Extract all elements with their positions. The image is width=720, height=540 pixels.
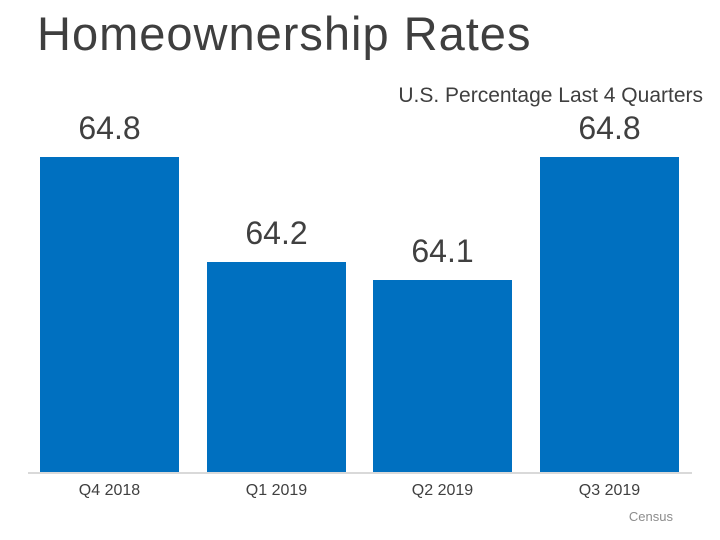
bar-q2-2019 [373, 280, 512, 473]
bar-q4-2018 [40, 157, 179, 473]
bar-value-label-q1-2019: 64.2 [245, 215, 308, 251]
bar-q1-2019 [207, 262, 346, 473]
bar-value-label-q2-2019: 64.1 [411, 233, 474, 269]
chart-plot-area: 64.8 64.2 64.1 64.8 [40, 0, 680, 473]
bar-value-label-q3-2019: 64.8 [578, 110, 641, 146]
bar-q3-2019 [540, 157, 679, 473]
x-axis-label-q3-2019: Q3 2019 [578, 482, 641, 499]
x-axis-line [28, 472, 692, 474]
x-axis-label-q4-2018: Q4 2018 [78, 482, 141, 499]
source-label: Census [628, 509, 673, 524]
bar-value-label-q4-2018: 64.8 [78, 110, 141, 146]
x-axis-label-q1-2019: Q1 2019 [245, 482, 308, 499]
chart-subtitle: U.S. Percentage Last 4 Quarters [398, 84, 703, 107]
chart-title: Homeownership Rates [37, 7, 532, 60]
x-axis-label-q2-2019: Q2 2019 [411, 482, 474, 499]
